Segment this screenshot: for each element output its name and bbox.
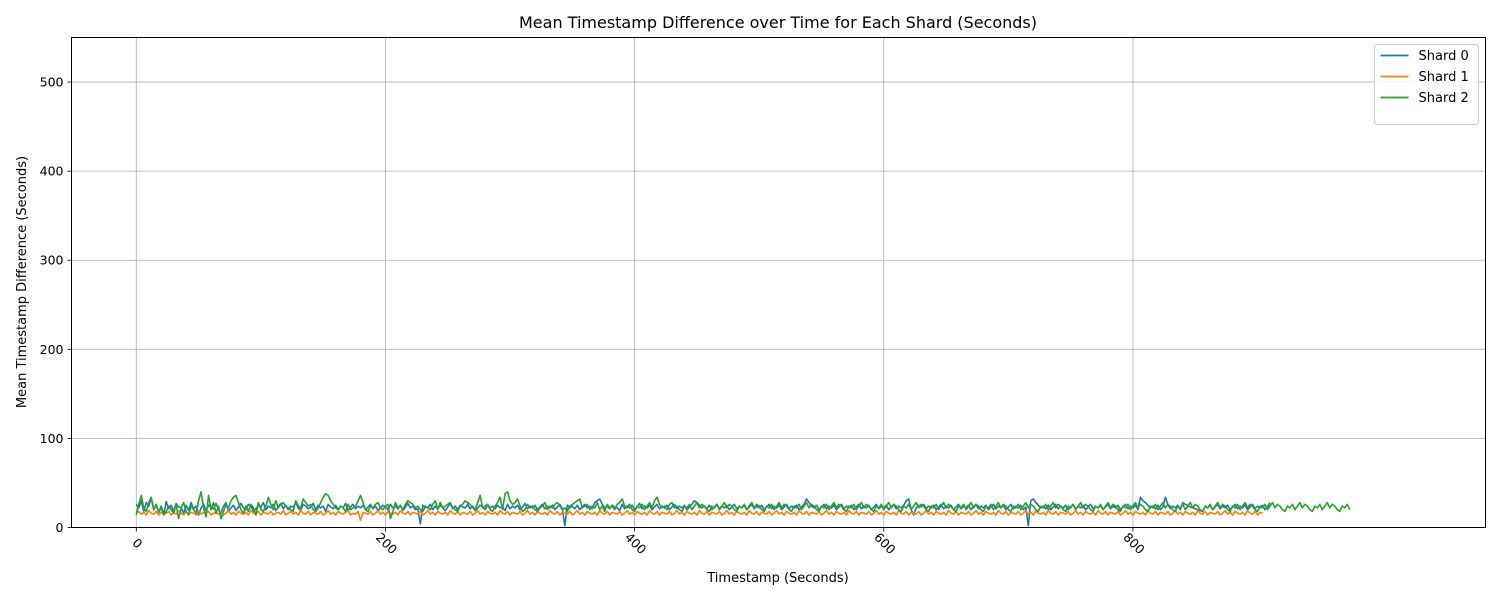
y-tick-label: 200 (40, 342, 64, 357)
y-tick-label: 100 (40, 431, 64, 446)
x-tick-label: 800 (1120, 530, 1148, 558)
chart-title: Mean Timestamp Difference over Time for … (519, 13, 1037, 32)
legend-label: Shard 0 (1419, 49, 1469, 64)
legend-label: Shard 2 (1419, 91, 1469, 106)
legend-label: Shard 1 (1419, 70, 1469, 85)
series-line-shard-1 (135, 509, 1263, 522)
y-tick-label: 400 (40, 164, 64, 179)
grid (71, 37, 1486, 528)
y-tick-label: 0 (56, 520, 64, 535)
y-tick-label: 500 (40, 75, 64, 90)
plot-frame (71, 37, 1486, 528)
series-line-shard-2 (135, 491, 1351, 520)
x-tick-label: 0 (129, 535, 145, 551)
legend: Shard 0 Shard 1 Shard 2 (1374, 44, 1479, 125)
x-axis: 0 200 400 600 800 (129, 527, 1148, 558)
x-tick-label: 200 (373, 530, 401, 558)
series-line-shard-0 (135, 496, 1271, 527)
y-tick-label: 300 (40, 253, 64, 268)
y-axis: 0 100 200 300 400 500 (40, 75, 72, 535)
y-axis-title: Mean Timestamp Difference (Seconds) (15, 156, 30, 408)
series-lines (135, 491, 1351, 527)
x-axis-title: Timestamp (Seconds) (706, 571, 848, 586)
x-tick-label: 400 (622, 530, 650, 558)
x-tick-label: 600 (871, 530, 899, 558)
legend-box (1374, 44, 1479, 125)
